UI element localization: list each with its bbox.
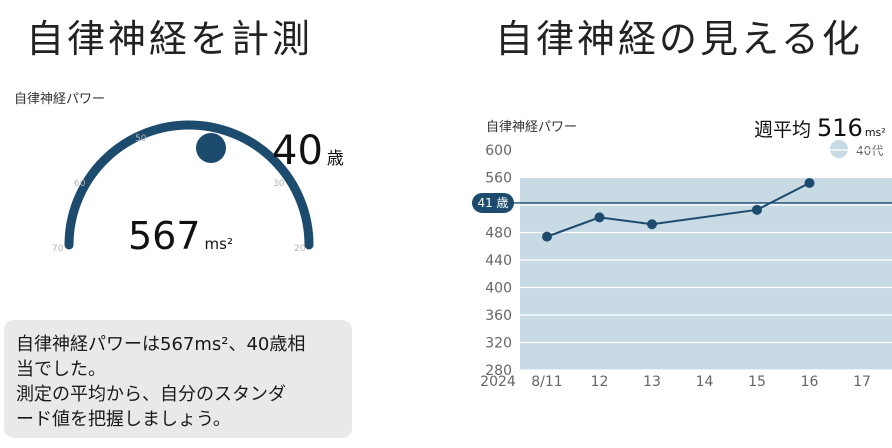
power-gauge: 70 60 50 30 20 bbox=[52, 120, 314, 254]
y-tick-label: 560 bbox=[485, 171, 512, 187]
gauge-arc bbox=[64, 120, 314, 250]
message-line-4: ード値を把握しましょう。 bbox=[16, 409, 231, 430]
age-range-band bbox=[520, 177, 892, 370]
message-line-1: 自律神経パワーは567ms²、40歳相 bbox=[16, 334, 306, 355]
x-tick-label: 15 bbox=[748, 374, 766, 390]
x-tick-label: 8/11 bbox=[531, 374, 562, 390]
y-tick-label: 320 bbox=[485, 336, 512, 352]
data-point bbox=[752, 204, 762, 215]
gauge-tick-60: 60 bbox=[74, 179, 86, 189]
y-tick-label: 400 bbox=[485, 281, 512, 297]
y-tick-label: 480 bbox=[485, 226, 512, 242]
power-display: 567 ms² bbox=[128, 214, 233, 258]
x-tick-label: 16 bbox=[801, 374, 819, 390]
weekly-average: 週平均 516 ms² bbox=[754, 114, 886, 142]
y-tick-label: 280 bbox=[485, 363, 512, 379]
y-tick-label: 600 bbox=[485, 143, 512, 159]
visualize-title: 自律神経の見える化 bbox=[495, 17, 863, 61]
power-unit: ms² bbox=[204, 235, 233, 253]
data-point bbox=[594, 212, 605, 223]
gauge-tick-20: 20 bbox=[294, 244, 306, 254]
y-tick-label: 440 bbox=[485, 253, 512, 269]
data-point bbox=[647, 219, 657, 230]
chart-label: 自律神経パワー bbox=[486, 120, 578, 135]
age-value: 40 bbox=[272, 128, 323, 174]
message-line-2: 当でした。 bbox=[16, 359, 106, 380]
x-tick-label: 13 bbox=[643, 374, 661, 390]
data-point bbox=[542, 231, 552, 242]
x-tick-label: 14 bbox=[696, 374, 714, 390]
power-chart: 600560520480440400360320280 20248/111213… bbox=[472, 143, 892, 390]
reference-label: 41 歳 bbox=[477, 196, 508, 210]
message-line-3: 測定の平均から、自分のスタンダ bbox=[16, 384, 286, 405]
measure-title: 自律神経を計測 bbox=[26, 17, 314, 61]
gauge-tick-30: 30 bbox=[273, 179, 285, 189]
weekly-avg-unit: ms² bbox=[864, 126, 886, 139]
data-point bbox=[804, 178, 815, 188]
reference-badge bbox=[472, 192, 514, 213]
x-tick-label: 12 bbox=[591, 374, 609, 390]
age-display: 40 歳 bbox=[272, 128, 344, 174]
gauge-tick-50: 50 bbox=[135, 134, 147, 144]
result-message-box: 自律神経パワーは567ms²、40歳相 当でした。 測定の平均から、自分のスタン… bbox=[4, 320, 352, 438]
legend-label: 40代 bbox=[856, 144, 884, 158]
y-tick-label: 360 bbox=[485, 308, 512, 324]
year-label: 2024 bbox=[480, 374, 516, 390]
gauge-knob bbox=[196, 133, 226, 163]
x-tick-label: 17 bbox=[853, 374, 871, 390]
power-value: 567 bbox=[128, 214, 201, 258]
gauge-label: 自律神経パワー bbox=[14, 92, 106, 107]
weekly-avg-value: 516 bbox=[817, 114, 863, 142]
age-unit: 歳 bbox=[326, 149, 344, 169]
legend-swatch bbox=[830, 140, 848, 158]
gauge-tick-70: 70 bbox=[52, 244, 64, 254]
weekly-avg-label: 週平均 bbox=[754, 119, 812, 141]
